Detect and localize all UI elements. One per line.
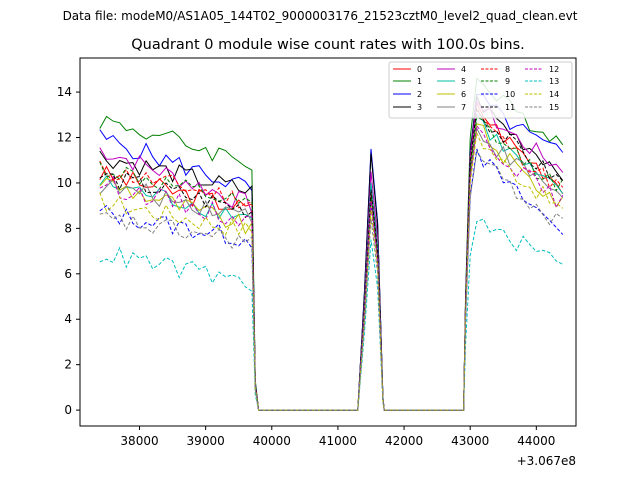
- legend-label-4: 4: [461, 65, 466, 74]
- x-tick-label: 43000: [451, 434, 489, 448]
- x-tick-label: 41000: [319, 434, 357, 448]
- chart-title: Quadrant 0 module wise count rates with …: [131, 37, 525, 53]
- chart-suptitle: Data file: modeM0/AS1A05_144T02_90000031…: [63, 9, 578, 23]
- y-tick-label: 6: [64, 267, 72, 281]
- y-tick-label: 2: [64, 358, 72, 372]
- legend-label-14: 14: [549, 90, 559, 99]
- legend-label-9: 9: [505, 77, 510, 86]
- y-tick-label: 14: [57, 85, 72, 99]
- y-tick-label: 10: [57, 176, 72, 190]
- legend-label-5: 5: [461, 77, 466, 86]
- x-tick-label: 42000: [385, 434, 423, 448]
- series-layer: [99, 77, 564, 411]
- y-tick-label: 4: [64, 312, 72, 326]
- legend-box: [388, 61, 573, 119]
- x-tick-label: 38000: [120, 434, 158, 448]
- legend-label-6: 6: [461, 90, 466, 99]
- legend-label-7: 7: [461, 103, 466, 112]
- legend-label-1: 1: [417, 77, 422, 86]
- legend-label-11: 11: [505, 103, 515, 112]
- legend-label-13: 13: [549, 77, 559, 86]
- legend-label-8: 8: [505, 65, 510, 74]
- legend-label-12: 12: [549, 65, 559, 74]
- x-tick-label: 44000: [517, 434, 555, 448]
- legend-label-10: 10: [505, 90, 515, 99]
- y-axis: 0 2 4 6 8 10 12 14: [57, 85, 80, 417]
- x-tick-label: 40000: [253, 434, 291, 448]
- y-tick-label: 8: [64, 221, 72, 235]
- series-line-15: [99, 149, 564, 411]
- legend-label-0: 0: [417, 65, 422, 74]
- series-line-14: [99, 131, 564, 411]
- x-axis: 38000 39000 40000 41000 42000 43000 44000: [120, 426, 555, 448]
- x-tick-label: 39000: [187, 434, 225, 448]
- legend-label-15: 15: [549, 103, 559, 112]
- y-tick-label: 0: [64, 403, 72, 417]
- plot-area: [79, 57, 577, 427]
- plot-frame: [79, 57, 577, 427]
- y-tick-label: 12: [57, 131, 72, 145]
- legend-label-3: 3: [417, 103, 422, 112]
- x-offset-label: +3.067e8: [517, 454, 576, 468]
- series-line-13: [99, 218, 564, 411]
- legend-label-2: 2: [417, 90, 422, 99]
